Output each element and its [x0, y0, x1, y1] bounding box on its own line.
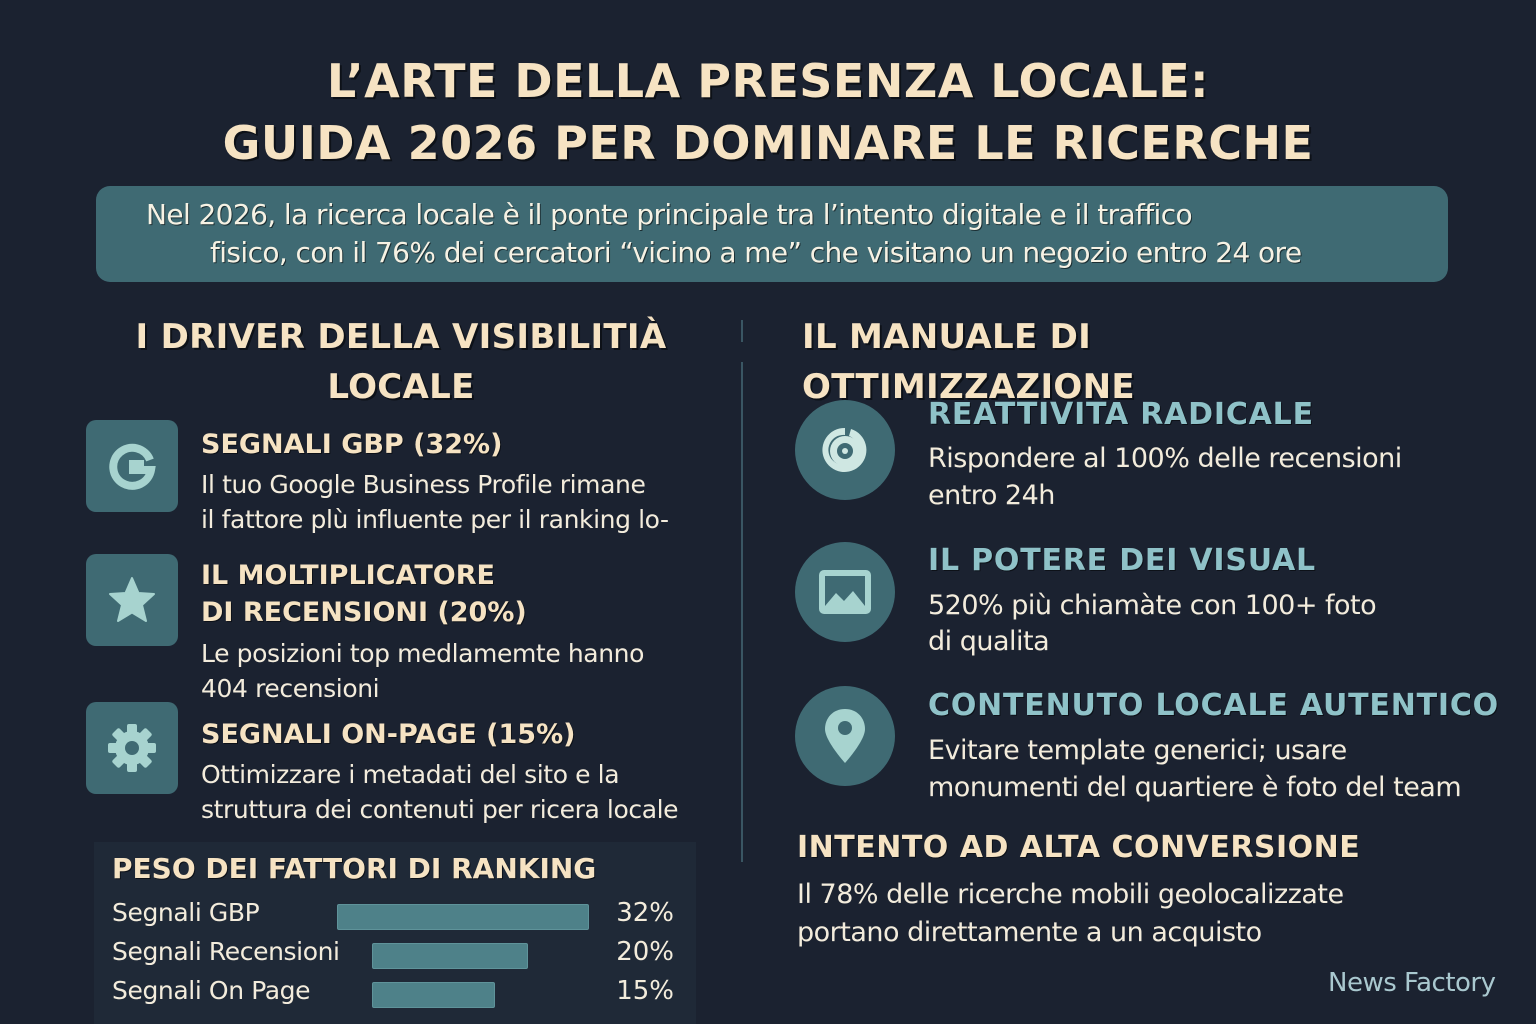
radical-responsiveness-text-2: entro 24h: [928, 480, 1055, 511]
reviews-multiplier-text-2: 404 recensioni: [201, 674, 380, 703]
onpage-signals-title: SEGNALI ON-PAGE (15%): [201, 719, 576, 750]
ranking-factors-chart: PESO DEI FATTORI DI RANKING Segnali GBP …: [94, 842, 696, 1024]
high-conversion-text-2: portano direttamente a un acquisto: [797, 917, 1262, 948]
authentic-local-content-text-1: Evitare template generici; usare: [928, 735, 1347, 766]
radical-responsiveness-title: REATTIVITA RADICALE: [928, 397, 1314, 432]
onpage-signals-text-2: struttura dei contenuti per ricera local…: [201, 795, 679, 824]
ranking-value: 20%: [616, 937, 674, 967]
ranking-value: 15%: [616, 976, 674, 1006]
intro-banner: Nel 2026, la ricerca locale è il ponte p…: [96, 186, 1448, 282]
left-column-heading: I DRIVER DELLA VISIBILITIÀ LOCALE: [96, 312, 706, 412]
authentic-local-content-title: CONTENUTO LOCALE AUTENTICO: [928, 688, 1499, 723]
reviews-multiplier-title-1: IL MOLTIPLICATORE: [201, 560, 495, 591]
google-g-icon: [86, 420, 178, 512]
visual-power-text-1: 520% più chiamàte con 100+ foto: [928, 590, 1377, 621]
radical-responsiveness-text-1: Rispondere al 100% delle recensioni: [928, 443, 1402, 474]
ranking-chart-title: PESO DEI FATTORI DI RANKING: [112, 852, 597, 885]
authentic-local-content-text-2: monumenti del quartiere è foto del team: [928, 772, 1462, 803]
ranking-row-onpage: Segnali On Page 15%: [94, 976, 696, 1012]
ranking-bar: [337, 904, 589, 930]
gear-icon: [86, 702, 178, 794]
image-icon: [795, 542, 895, 642]
page-title: L’ARTE DELLA PRESENZA LOCALE: GUIDA 2026…: [0, 50, 1536, 174]
left-heading-line-1: I DRIVER DELLA VISIBILITIÀ: [135, 317, 667, 357]
high-conversion-title: INTENTO AD ALTA CONVERSIONE: [797, 830, 1361, 865]
intro-text-line-1: Nel 2026, la ricerca locale è il ponte p…: [146, 198, 1193, 231]
gbp-signals-text-1: Il tuo Google Business Profile rimane: [201, 470, 646, 499]
ranking-label: Segnali Recensioni: [112, 937, 340, 966]
ranking-label: Segnali GBP: [112, 898, 260, 927]
gbp-signals-text-2: il fattore plù influente per il ranking …: [201, 505, 669, 534]
star-icon: [86, 554, 178, 646]
ranking-row-gbp: Segnali GBP 32%: [94, 898, 696, 934]
ranking-value: 32%: [616, 898, 674, 928]
onpage-signals-text-1: Ottimizzare i metadati del sito e la: [201, 760, 620, 789]
right-column-heading: IL MANUALE DI OTTIMIZZAZIONE: [802, 317, 1135, 407]
ranking-bar: [372, 982, 495, 1008]
visual-power-title: IL POTERE DEI VISUAL: [928, 543, 1316, 578]
intro-text-line-2: fisico, con il 76% dei cercatori “vicino…: [210, 236, 1302, 269]
column-divider-top: [741, 320, 743, 342]
left-heading-line-2: LOCALE: [327, 367, 475, 407]
map-pin-icon: [795, 686, 895, 786]
gbp-signals-title: SEGNALI GBP (32%): [201, 429, 503, 460]
ranking-row-reviews: Segnali Recensioni 20%: [94, 937, 696, 973]
page-title-line-1: L’ARTE DELLA PRESENZA LOCALE:: [326, 54, 1210, 108]
visual-power-text-2: di qualita: [928, 626, 1050, 657]
reviews-multiplier-text-1: Le posizioni top medlamemte hanno: [201, 639, 645, 668]
reviews-multiplier-title-2: DI RECENSIONI (20%): [201, 597, 527, 628]
column-divider: [741, 362, 743, 862]
ranking-label: Segnali On Page: [112, 976, 311, 1005]
page-title-line-2: GUIDA 2026 PER DOMINARE LE RICERCHE: [222, 116, 1314, 170]
response-cycle-icon: [795, 400, 895, 500]
ranking-bar: [372, 943, 528, 969]
high-conversion-text-1: Il 78% delle ricerche mobili geolocalizz…: [797, 879, 1344, 910]
brand-logo-text: News Factory: [1328, 968, 1496, 998]
